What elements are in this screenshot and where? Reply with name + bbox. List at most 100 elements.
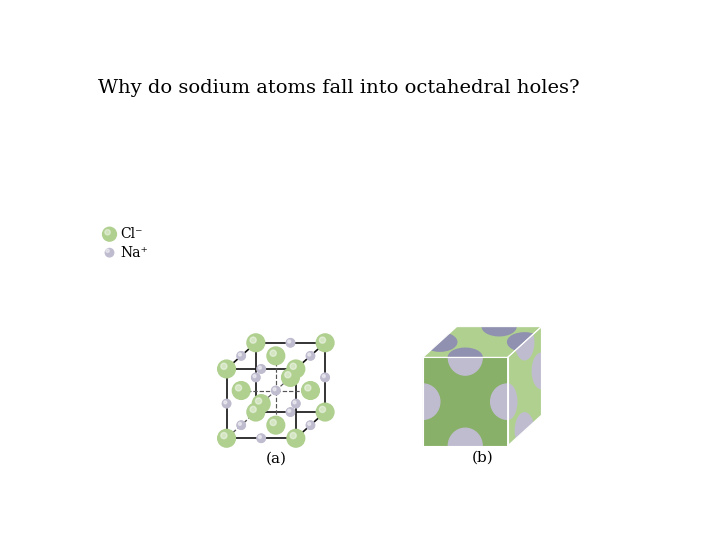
Circle shape [287,339,294,347]
Circle shape [307,422,311,426]
Circle shape [258,366,261,369]
Circle shape [287,339,294,347]
Circle shape [237,352,246,360]
Circle shape [292,400,300,408]
Polygon shape [423,415,541,446]
Ellipse shape [423,333,456,351]
Circle shape [238,352,245,360]
Ellipse shape [472,409,543,483]
Circle shape [222,400,231,408]
Circle shape [105,248,114,257]
Ellipse shape [449,348,482,367]
Circle shape [293,401,296,404]
Circle shape [224,401,227,404]
Circle shape [257,434,266,442]
Polygon shape [508,327,541,446]
Circle shape [284,372,291,378]
Circle shape [306,421,315,429]
Circle shape [106,249,109,252]
Circle shape [252,395,270,413]
Circle shape [282,369,300,386]
Circle shape [257,365,265,373]
Ellipse shape [506,307,577,346]
Ellipse shape [488,320,527,395]
Circle shape [287,408,294,416]
Circle shape [253,395,269,411]
Circle shape [306,352,315,360]
Ellipse shape [406,384,440,420]
Polygon shape [423,357,508,446]
Circle shape [320,406,325,413]
Circle shape [302,382,319,399]
Circle shape [251,373,260,382]
Circle shape [288,430,304,447]
Ellipse shape [505,349,544,423]
Ellipse shape [488,409,527,483]
Circle shape [247,403,265,421]
Circle shape [233,382,249,399]
Circle shape [233,382,250,400]
Circle shape [105,230,110,235]
Circle shape [307,352,315,360]
Ellipse shape [516,325,534,360]
Circle shape [102,227,117,241]
Circle shape [288,361,304,377]
Circle shape [321,374,329,381]
Circle shape [273,388,276,391]
Circle shape [323,375,325,377]
Circle shape [257,434,265,442]
Circle shape [317,404,333,420]
Circle shape [217,429,235,447]
Ellipse shape [522,289,561,364]
Ellipse shape [498,384,517,420]
Circle shape [267,416,284,434]
Circle shape [217,360,235,378]
Circle shape [256,398,261,404]
Ellipse shape [508,333,541,351]
Circle shape [258,435,261,438]
Polygon shape [423,327,541,357]
Circle shape [287,429,305,447]
Circle shape [305,385,311,391]
Ellipse shape [387,409,459,483]
Circle shape [218,361,235,377]
Circle shape [252,374,260,381]
Circle shape [268,348,284,364]
Ellipse shape [472,320,543,395]
Circle shape [282,369,299,386]
Text: (a): (a) [266,451,287,465]
Text: Na⁺: Na⁺ [120,246,148,260]
Circle shape [292,400,300,408]
Circle shape [320,337,325,343]
Circle shape [257,364,266,373]
Circle shape [221,363,227,369]
Circle shape [307,421,315,429]
Polygon shape [456,327,541,415]
Circle shape [290,363,297,369]
Circle shape [270,350,276,356]
Ellipse shape [387,320,459,395]
Circle shape [253,375,256,377]
Ellipse shape [522,378,561,453]
Circle shape [267,347,284,365]
Circle shape [237,421,246,429]
Circle shape [316,403,334,421]
Circle shape [288,340,291,343]
Circle shape [302,382,320,400]
Polygon shape [423,327,456,446]
Ellipse shape [430,364,501,439]
Circle shape [250,406,256,413]
Text: (b): (b) [472,451,493,465]
Text: Cl⁻: Cl⁻ [120,227,143,241]
Circle shape [247,334,265,352]
Circle shape [287,408,294,416]
Circle shape [321,373,329,382]
Circle shape [268,417,284,433]
Ellipse shape [516,413,534,448]
Ellipse shape [449,340,482,375]
Text: Why do sodium atoms fall into octahedral holes?: Why do sodium atoms fall into octahedral… [98,79,580,97]
Circle shape [271,386,280,395]
Ellipse shape [449,428,482,464]
Circle shape [238,353,241,356]
Circle shape [218,430,235,447]
